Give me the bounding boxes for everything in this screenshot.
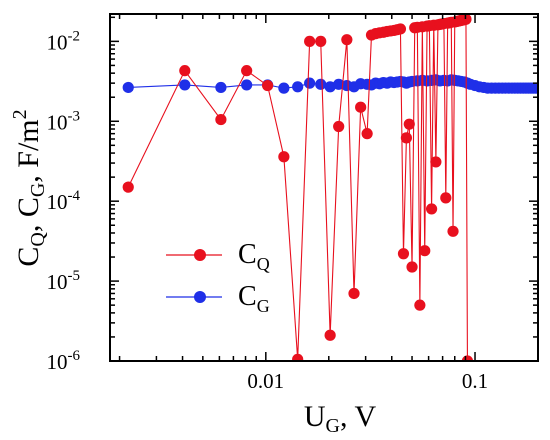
series-cq-point <box>355 101 367 113</box>
series-cg-point <box>215 81 227 94</box>
series-cg-point <box>324 81 336 93</box>
series-cq-line <box>127 18 468 361</box>
x-axis-title: UG, V <box>304 400 377 437</box>
series-cg-point <box>315 78 327 90</box>
series-cq-point <box>440 192 452 204</box>
y-axis-title: CQ, CG, F/m2 <box>9 109 49 266</box>
series-cq <box>122 14 474 361</box>
series-cq-point <box>397 248 410 260</box>
series-cq-point <box>215 113 227 126</box>
series-cq-point <box>292 353 304 361</box>
series-cg-point <box>122 81 134 94</box>
series-cq-point <box>361 128 373 140</box>
series-cq-point <box>419 245 431 257</box>
series-cq-point <box>461 355 474 361</box>
series-cq-point <box>414 299 426 311</box>
series-cq-point <box>333 120 345 133</box>
series-cg-point <box>278 82 290 94</box>
series-cg-point <box>241 79 253 91</box>
series-cq-point <box>262 79 274 92</box>
legend-item-cq: CQ <box>166 239 270 274</box>
x-tick-label: 0.1 <box>462 369 488 393</box>
series-cq-point <box>315 35 327 47</box>
x-tick-label: 0.01 <box>247 369 284 393</box>
series-cq-point <box>460 14 472 25</box>
series-cq-point <box>241 65 253 77</box>
series-cq-point <box>348 287 360 300</box>
series-cq-point <box>394 23 407 35</box>
series-cq-point <box>304 35 316 47</box>
legend-cg-label: CG <box>238 281 270 316</box>
y-tick-label: 10-3 <box>47 108 81 134</box>
series-cg-point <box>179 79 191 91</box>
series-cq-point <box>278 151 290 163</box>
series-cq-point <box>400 132 413 144</box>
series-cg-point <box>292 81 304 93</box>
series-cq-point <box>122 181 134 193</box>
series-cq-point <box>406 261 418 273</box>
legend-cq-marker <box>194 249 206 261</box>
series-cq-point <box>425 203 438 215</box>
series-cq-point <box>179 65 191 77</box>
series-cq-point <box>324 329 336 341</box>
y-tick-label: 10-4 <box>47 188 81 214</box>
legend-item-cg: CG <box>166 281 270 316</box>
series-layer <box>122 14 538 361</box>
legend: CQ CG <box>166 239 270 316</box>
series-cq-point <box>447 225 459 237</box>
legend-cq-label: CQ <box>238 239 270 274</box>
label-layer: UG, V CQ, CG, F/m2 <box>9 109 376 437</box>
series-cq-point <box>341 34 353 46</box>
series-cq-point <box>403 118 415 130</box>
series-cg <box>122 74 538 94</box>
legend-cg-marker <box>194 291 206 303</box>
series-cg-point <box>532 82 538 94</box>
series-cq-point <box>430 156 442 168</box>
y-tick-label: 10-6 <box>47 348 81 374</box>
y-tick-label: 10-5 <box>47 268 81 294</box>
plot-frame <box>109 13 539 362</box>
tick-layer: 0.01 0.1 10-6 10-5 10-4 10-3 10-2 <box>47 14 539 393</box>
y-tick-label: 10-2 <box>47 28 81 54</box>
series-cg-point <box>304 77 316 89</box>
